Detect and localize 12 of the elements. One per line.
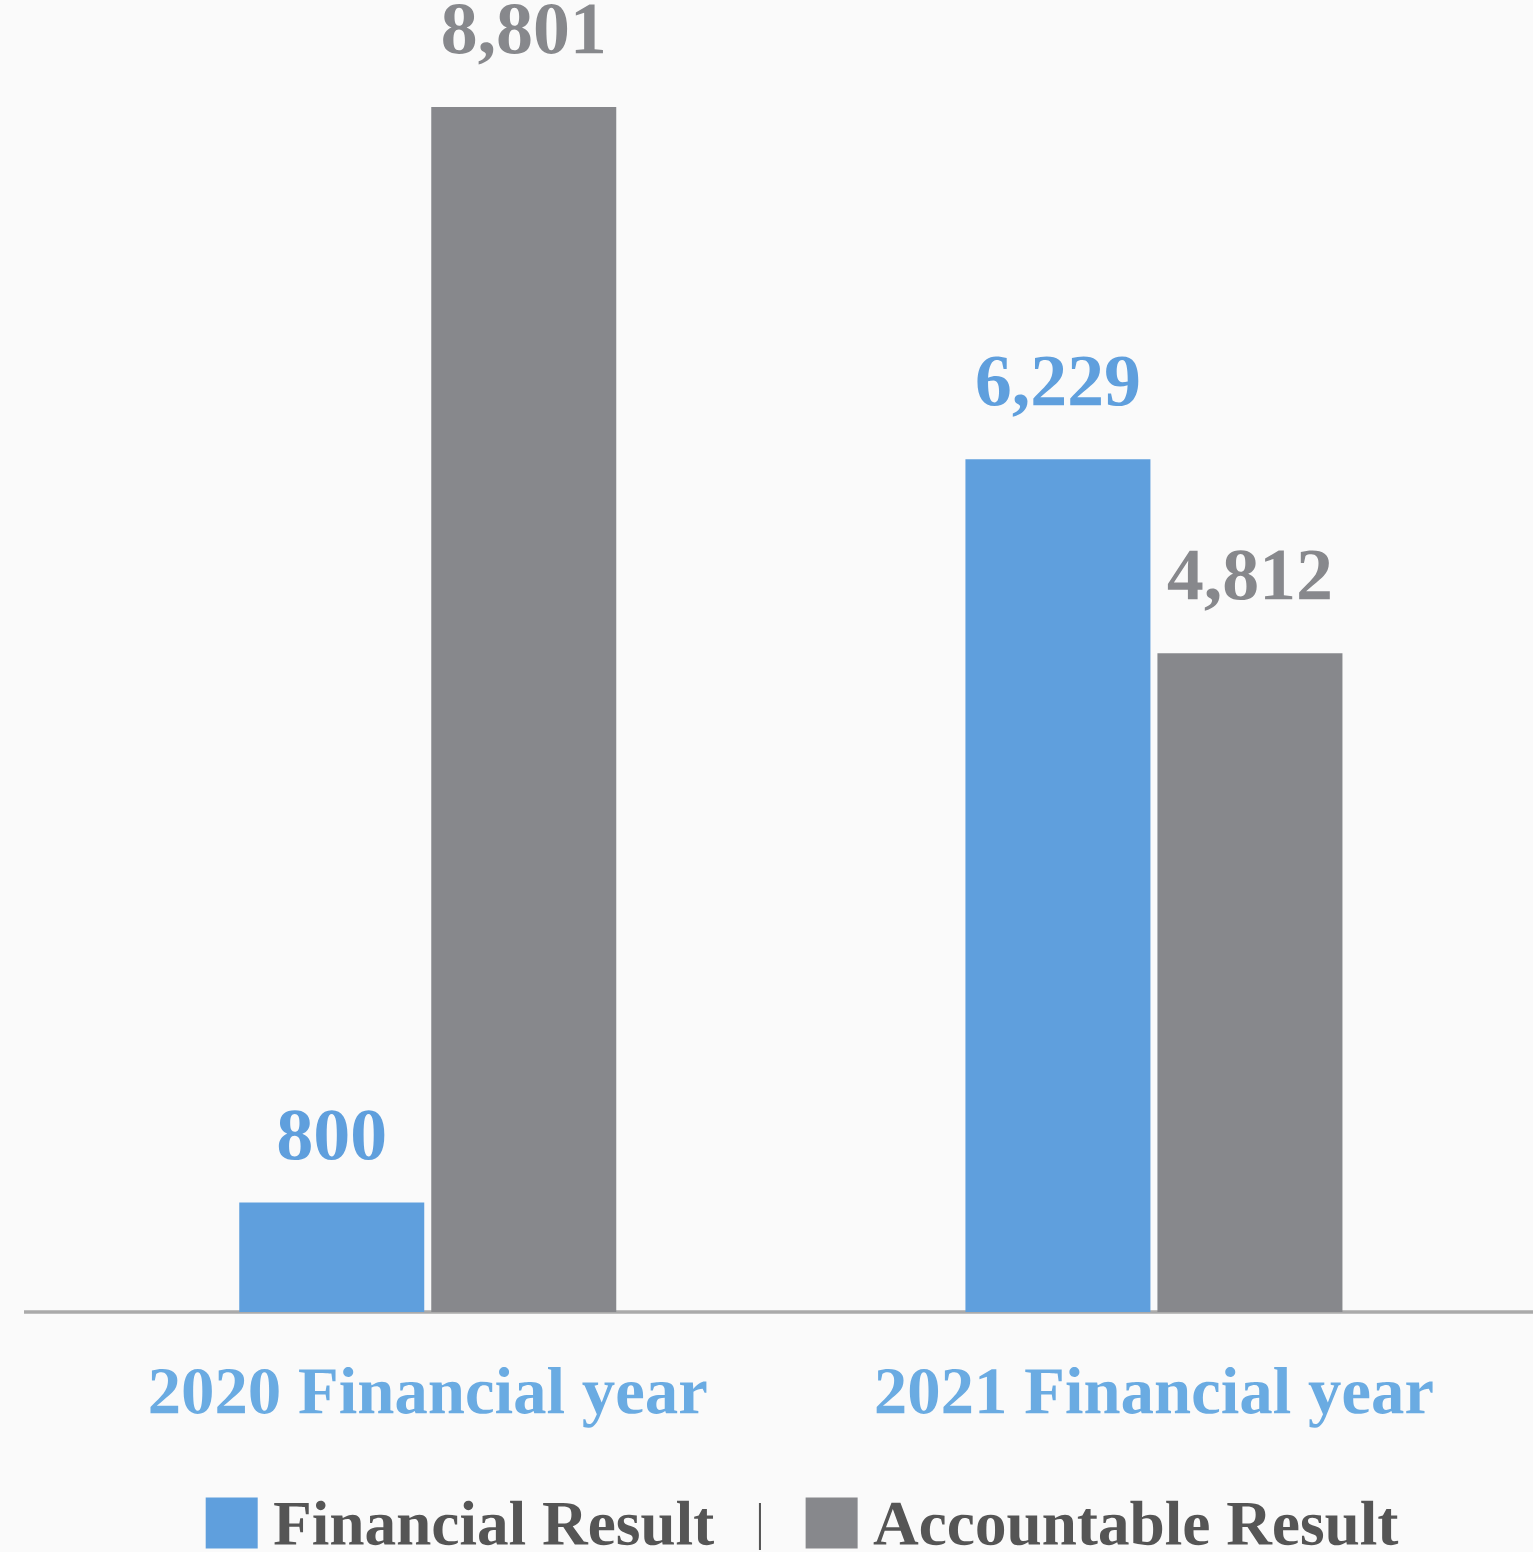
bar bbox=[239, 1202, 425, 1312]
data-label: 4,812 bbox=[1167, 550, 1330, 611]
legend-label: Financial Result bbox=[274, 1500, 714, 1546]
data-label: 8,801 bbox=[443, 4, 603, 65]
legend-label: Accountable Result bbox=[873, 1500, 1399, 1546]
x-tick-label: 2021 Financial year bbox=[876, 1366, 1433, 1428]
bar bbox=[1157, 653, 1343, 1312]
x-tick-label: 2020 Financial year bbox=[150, 1366, 707, 1428]
data-label: 6,229 bbox=[977, 356, 1139, 417]
data-label: 800 bbox=[278, 1110, 385, 1161]
bar bbox=[431, 107, 617, 1312]
bar bbox=[965, 459, 1151, 1312]
